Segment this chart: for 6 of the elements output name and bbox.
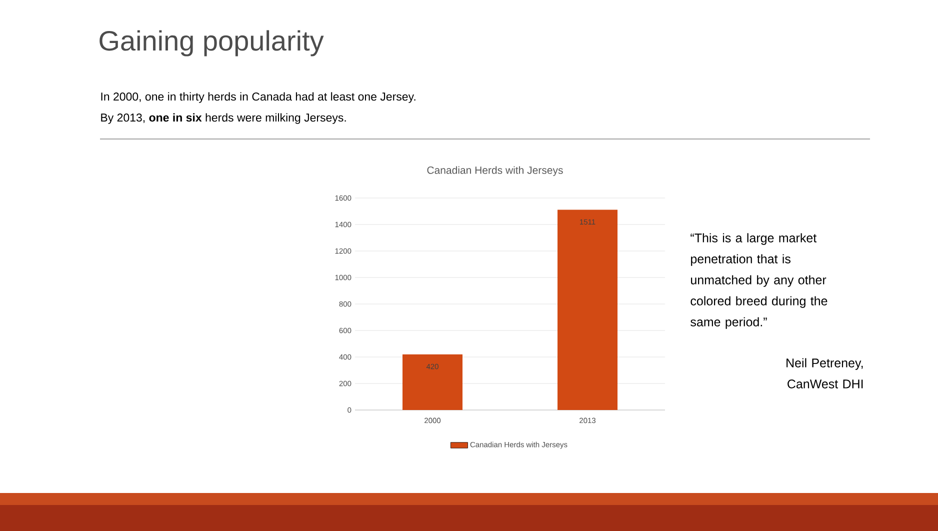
text: In 2000, one in thirty herds in Canada had at least one Jersey. bbox=[101, 92, 416, 103]
chart-title: Gaining popularity bbox=[100, 30, 324, 56]
text: “This is a large market penetration that is unmatched by any other colored breed during the same period.” bbox=[690, 233, 828, 329]
text: Neil Petreney, CanWest DHI bbox=[786, 358, 863, 388]
text: Canadian Herds with Jerseys bbox=[427, 166, 563, 176]
text: By 2013, one in six herds were milking Jerseys. bbox=[101, 113, 346, 124]
